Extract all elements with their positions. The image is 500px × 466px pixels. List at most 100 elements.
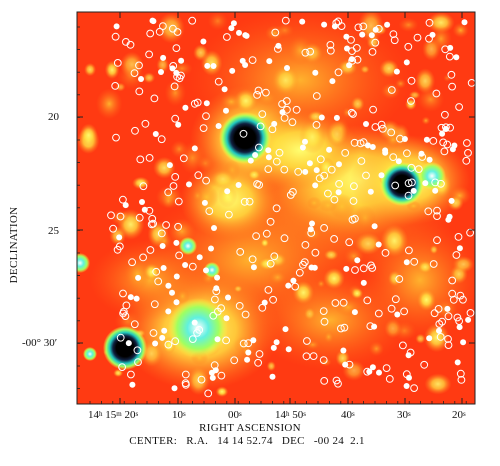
open-source-marker <box>466 309 475 317</box>
open-source-marker <box>223 33 231 41</box>
open-source-marker <box>150 300 159 309</box>
filled-source-marker <box>266 58 273 65</box>
emission-blob <box>79 123 98 147</box>
open-source-marker <box>213 307 222 316</box>
open-source-marker <box>173 28 182 36</box>
open-source-marker <box>149 329 158 337</box>
open-source-marker <box>350 182 358 191</box>
filled-source-marker <box>209 374 216 381</box>
filled-source-marker <box>312 69 319 76</box>
filled-source-marker <box>422 180 429 187</box>
open-source-marker <box>407 97 415 105</box>
x-tick-label-0: 14h 15m 20s <box>88 409 139 421</box>
emission-blob <box>395 78 407 89</box>
filled-source-marker <box>173 69 180 76</box>
filled-source-marker <box>302 138 308 145</box>
open-source-marker <box>414 165 423 174</box>
open-source-marker <box>312 92 321 100</box>
filled-source-marker <box>133 295 140 302</box>
open-source-marker <box>433 206 441 215</box>
open-source-marker <box>230 356 239 365</box>
filled-source-marker <box>236 29 242 36</box>
open-source-marker <box>351 266 359 274</box>
x-tick-label-5: 30s <box>397 409 411 421</box>
open-source-marker <box>391 295 400 304</box>
open-source-marker <box>302 352 311 361</box>
open-source-marker <box>404 179 413 188</box>
open-source-marker <box>463 139 471 147</box>
open-source-marker <box>432 89 441 98</box>
emission-blob <box>117 63 145 90</box>
emission-blob <box>319 357 332 367</box>
open-source-marker <box>356 139 365 148</box>
open-source-marker <box>330 195 339 204</box>
emission-blob <box>124 258 151 291</box>
filled-source-marker <box>159 243 166 249</box>
open-source-marker <box>306 47 315 56</box>
open-source-marker <box>387 128 396 137</box>
open-source-marker <box>315 174 324 183</box>
filled-source-marker <box>439 130 446 137</box>
open-source-marker <box>239 129 248 138</box>
filled-source-marker <box>461 19 468 26</box>
center-ra-label: R.A. <box>186 435 209 447</box>
filled-source-marker <box>453 54 460 61</box>
filled-source-marker <box>169 65 176 72</box>
emission-blob <box>424 373 452 395</box>
filled-source-marker <box>169 289 175 296</box>
filled-source-marker <box>333 114 340 121</box>
open-source-marker <box>252 232 261 241</box>
filled-source-marker <box>436 327 442 334</box>
open-source-marker <box>119 195 127 204</box>
open-source-marker <box>262 229 271 238</box>
filled-source-marker <box>369 144 376 150</box>
filled-source-marker <box>343 265 350 272</box>
open-source-marker <box>205 207 214 216</box>
open-source-marker <box>202 112 210 120</box>
emission-blob <box>275 23 295 38</box>
filled-source-marker <box>382 149 389 156</box>
emission-blob <box>421 116 431 125</box>
emission-blob <box>360 65 370 74</box>
open-source-marker <box>390 36 399 45</box>
filled-source-marker <box>138 76 144 82</box>
filled-source-marker <box>203 267 209 274</box>
filled-source-marker <box>454 359 461 366</box>
bright-source <box>219 112 271 164</box>
open-source-marker <box>254 86 263 95</box>
open-source-marker <box>382 364 391 373</box>
open-source-marker <box>130 69 139 77</box>
open-source-marker <box>320 224 329 232</box>
center-ra-value: 14 14 52.74 <box>217 435 273 447</box>
filled-source-marker <box>342 361 349 368</box>
open-source-marker <box>126 370 135 379</box>
filled-source-marker <box>429 31 436 38</box>
open-source-marker <box>107 211 115 220</box>
open-source-marker <box>339 298 348 307</box>
bright-source <box>168 298 228 358</box>
open-source-marker <box>113 245 122 254</box>
filled-source-marker <box>161 327 168 334</box>
filled-source-marker <box>326 146 333 153</box>
filled-source-marker <box>371 323 378 330</box>
emission-blob <box>143 72 156 84</box>
emission-blob <box>378 119 401 141</box>
filled-source-marker <box>271 120 278 127</box>
open-source-marker <box>440 147 449 156</box>
open-source-marker <box>403 149 411 158</box>
filled-source-marker <box>152 131 159 137</box>
filled-source-marker <box>200 38 207 45</box>
open-source-marker <box>258 303 267 312</box>
emission-blob <box>354 232 382 255</box>
filled-source-marker <box>160 54 167 61</box>
emission-blob <box>323 330 335 344</box>
emission-blob <box>323 267 345 290</box>
open-source-marker <box>235 302 244 310</box>
emission-blob <box>210 169 236 189</box>
filled-source-marker <box>426 335 433 342</box>
open-source-marker <box>453 313 462 322</box>
filled-source-marker <box>173 239 180 246</box>
open-source-marker <box>272 204 281 213</box>
open-source-marker <box>448 82 457 91</box>
open-source-marker <box>204 389 213 398</box>
